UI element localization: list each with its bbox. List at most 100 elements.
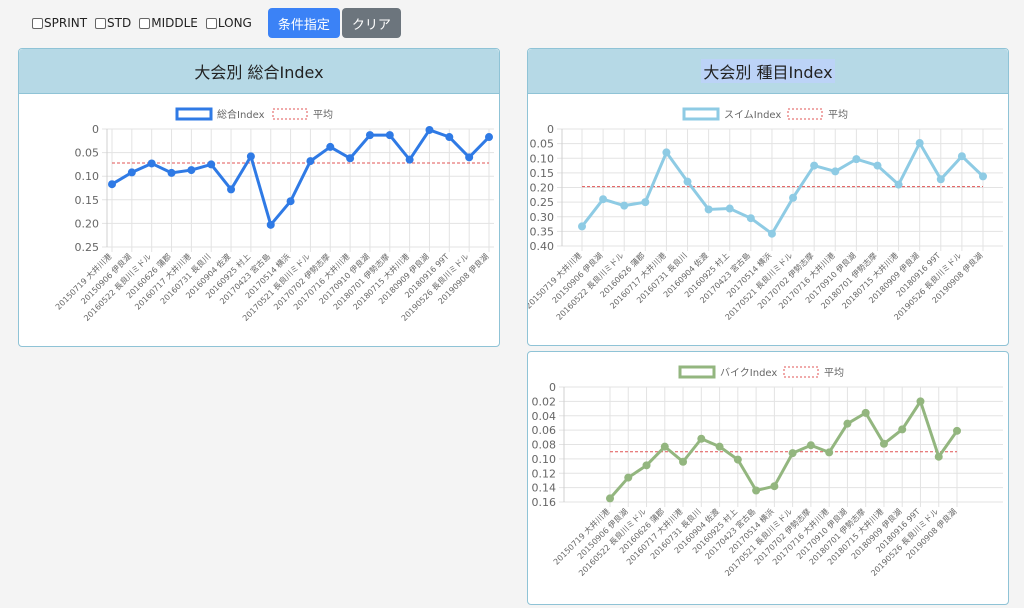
data-point[interactable] bbox=[662, 148, 671, 157]
event-index-card: 大会別 種目Index スイムIndex 平均 0 0.05 0.10 0.15 0.20 0… bbox=[523, 48, 1009, 346]
data-point[interactable] bbox=[599, 195, 608, 204]
legend-swatch-avg[interactable] bbox=[787, 108, 823, 120]
grid bbox=[102, 128, 494, 252]
data-point[interactable] bbox=[957, 152, 966, 161]
data-point[interactable] bbox=[465, 153, 474, 162]
data-point[interactable] bbox=[879, 439, 888, 448]
y-tick-label: 0.05 bbox=[530, 138, 555, 151]
data-point[interactable] bbox=[979, 172, 987, 181]
data-point[interactable] bbox=[953, 426, 961, 435]
data-point[interactable] bbox=[660, 442, 669, 451]
data-point[interactable] bbox=[227, 185, 236, 194]
filter-bar: SPRINT STD MIDDLE LONG 条件指定 クリア bbox=[32, 8, 401, 38]
filter-std[interactable]: STD bbox=[95, 16, 131, 30]
legend-label-series[interactable]: バイクIndex bbox=[720, 367, 777, 379]
data-point[interactable] bbox=[873, 161, 882, 170]
data-point[interactable] bbox=[127, 168, 136, 177]
data-point[interactable] bbox=[207, 160, 216, 169]
y-tick-label: 0.10 bbox=[530, 152, 555, 165]
data-point[interactable] bbox=[831, 167, 840, 176]
data-point[interactable] bbox=[697, 434, 706, 443]
data-point[interactable] bbox=[405, 155, 414, 164]
legend-label-avg[interactable]: 平均 bbox=[828, 109, 848, 121]
data-point[interactable] bbox=[898, 425, 907, 434]
data-point[interactable] bbox=[789, 193, 798, 202]
data-point[interactable] bbox=[445, 133, 454, 142]
filter-long[interactable]: LONG bbox=[205, 16, 252, 30]
data-point[interactable] bbox=[746, 214, 755, 223]
data-point[interactable] bbox=[806, 441, 815, 450]
swim-index-chart: スイムIndex 平均 0 0.050.10 0.15 0.200.25 0.300.35 0… bbox=[523, 107, 1003, 322]
data-point[interactable] bbox=[346, 154, 355, 163]
data-point[interactable] bbox=[167, 168, 176, 177]
filter-middle[interactable]: MIDDLE bbox=[139, 16, 198, 30]
data-point[interactable] bbox=[852, 155, 861, 164]
legend-swatch-avg[interactable] bbox=[783, 366, 819, 378]
checkbox-icon[interactable] bbox=[95, 17, 107, 29]
data-point[interactable] bbox=[246, 152, 255, 161]
series-line bbox=[111, 128, 491, 227]
data-point[interactable] bbox=[683, 177, 692, 186]
legend-label-series[interactable]: 総合Index bbox=[217, 108, 265, 121]
data-point[interactable] bbox=[606, 494, 614, 503]
data-point[interactable] bbox=[752, 486, 761, 495]
data-point[interactable] bbox=[385, 131, 394, 140]
data-point[interactable] bbox=[642, 461, 651, 470]
data-point[interactable] bbox=[770, 482, 779, 491]
data-point[interactable] bbox=[715, 442, 724, 451]
data-point[interactable] bbox=[187, 166, 196, 175]
data-point[interactable] bbox=[286, 197, 295, 206]
checkbox-icon[interactable] bbox=[205, 17, 217, 29]
data-point[interactable] bbox=[936, 175, 945, 184]
bike-index-chart: バイクIndex 平均 00.02 0.040.06 0.080.100.12 0.140… bbox=[532, 365, 1003, 578]
bike-index-card: バイクIndex 平均 0 0.02 0.04 0.06 0.08 0.10 0.12 0.14 0… bbox=[527, 351, 1009, 605]
data-point[interactable] bbox=[266, 220, 275, 229]
data-point[interactable] bbox=[147, 159, 156, 168]
data-point[interactable] bbox=[915, 139, 924, 148]
data-point[interactable] bbox=[861, 408, 870, 417]
legend-swatch-series[interactable] bbox=[682, 107, 720, 121]
data-point[interactable] bbox=[365, 131, 374, 140]
data-point[interactable] bbox=[733, 455, 742, 464]
data-point[interactable] bbox=[725, 204, 734, 213]
legend-label-avg[interactable]: 平均 bbox=[824, 367, 844, 379]
data-point[interactable] bbox=[704, 205, 713, 214]
grid bbox=[559, 386, 1003, 507]
data-point[interactable] bbox=[767, 229, 776, 238]
data-point[interactable] bbox=[894, 180, 903, 189]
filter-sprint[interactable]: SPRINT bbox=[32, 16, 87, 30]
data-point[interactable] bbox=[306, 157, 315, 166]
legend-swatch-series[interactable] bbox=[175, 107, 213, 121]
data-point[interactable] bbox=[108, 180, 116, 189]
data-point[interactable] bbox=[788, 449, 797, 458]
y-tick-label: 0.20 bbox=[75, 217, 100, 230]
data-point[interactable] bbox=[624, 473, 633, 482]
checkbox-icon[interactable] bbox=[139, 17, 151, 29]
data-point[interactable] bbox=[641, 198, 650, 207]
y-tick-label: 0.20 bbox=[530, 182, 555, 195]
data-point[interactable] bbox=[425, 125, 434, 134]
clear-button[interactable]: クリア bbox=[341, 8, 401, 38]
y-tick-label: 0.10 bbox=[75, 170, 100, 183]
data-point[interactable] bbox=[679, 457, 688, 466]
total-card-title: 大会別 総合Index bbox=[19, 49, 499, 94]
y-tick-label: 0.10 bbox=[532, 453, 557, 466]
legend-swatch-avg[interactable] bbox=[272, 108, 308, 120]
data-point[interactable] bbox=[810, 161, 819, 170]
data-point[interactable] bbox=[843, 419, 852, 428]
data-point[interactable] bbox=[485, 133, 493, 142]
data-point[interactable] bbox=[326, 142, 335, 151]
y-tick-label: 0.14 bbox=[532, 482, 557, 495]
legend-label-avg[interactable]: 平均 bbox=[313, 109, 333, 121]
checkbox-icon[interactable] bbox=[32, 17, 43, 29]
data-point[interactable] bbox=[620, 201, 629, 210]
legend-label-series[interactable]: スイムIndex bbox=[724, 109, 781, 121]
legend-swatch-series[interactable] bbox=[678, 365, 716, 379]
data-point[interactable] bbox=[578, 222, 586, 231]
data-point[interactable] bbox=[825, 448, 834, 457]
y-tick-label: 0.25 bbox=[75, 241, 100, 254]
grid bbox=[557, 128, 1003, 251]
search-button[interactable]: 条件指定 bbox=[267, 8, 340, 38]
data-point[interactable] bbox=[916, 397, 925, 406]
data-point[interactable] bbox=[934, 452, 943, 461]
